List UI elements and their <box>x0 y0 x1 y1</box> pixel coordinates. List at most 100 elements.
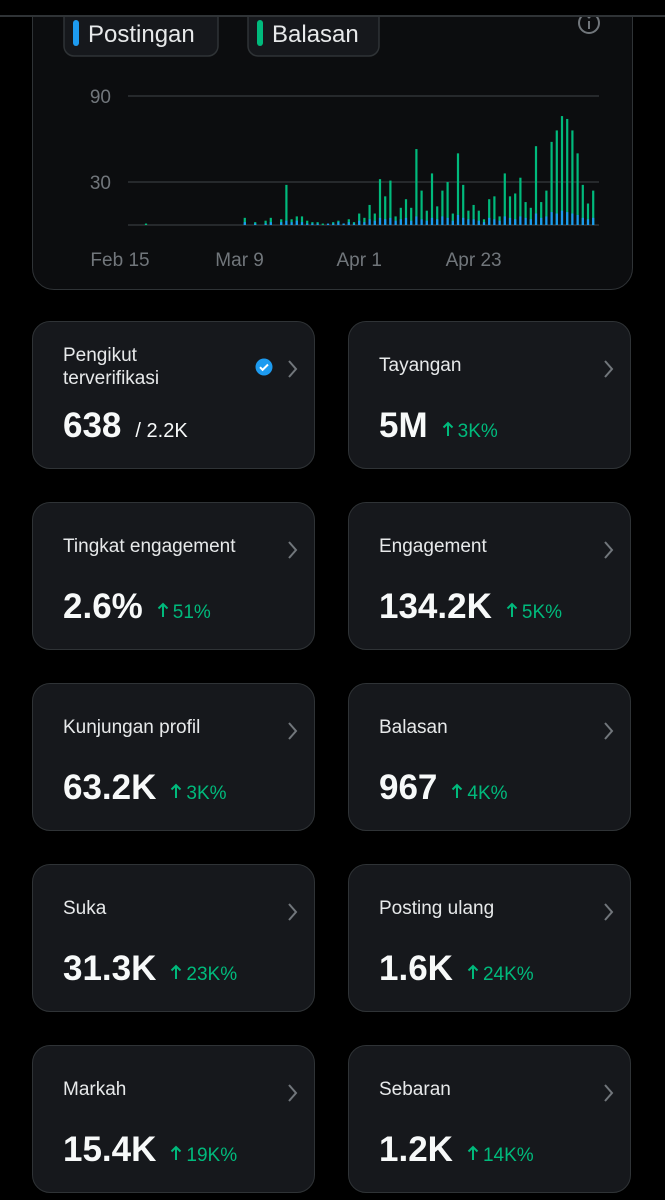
bar <box>144 223 148 225</box>
card-value: 134.2K 5K% <box>379 587 562 627</box>
bar <box>311 223 314 225</box>
stat-card[interactable]: Posting ulang 1.6K 24K% <box>348 864 631 1012</box>
bar <box>441 190 444 225</box>
bar <box>581 217 584 225</box>
legend-label: Balasan <box>272 21 359 48</box>
bar <box>280 222 283 225</box>
bar <box>436 206 439 225</box>
top-bar <box>0 0 665 17</box>
stat-card[interactable]: Pengikut terverifikasi 638 / 2.2K <box>32 321 315 469</box>
chevron <box>604 541 614 559</box>
bar <box>477 220 480 225</box>
bar <box>378 179 382 225</box>
chevron <box>288 903 298 921</box>
change-text: 23K% <box>186 964 238 985</box>
card-title: Engagement <box>379 536 487 557</box>
bar <box>415 216 418 225</box>
bar <box>503 173 506 225</box>
bar <box>592 217 595 225</box>
bar <box>534 213 538 225</box>
bar <box>347 222 350 225</box>
bar <box>352 223 356 225</box>
x-tick-label: Apr 23 <box>446 250 502 271</box>
bar <box>430 173 434 225</box>
stat-card[interactable]: Markah 15.4K 19K% <box>32 1045 315 1193</box>
stat-card[interactable]: Suka 31.3K 23K% <box>32 864 315 1012</box>
value-number: 1.2K <box>379 1130 453 1169</box>
value-change: 5K% <box>506 602 562 623</box>
value-number: 134.2K <box>379 587 492 626</box>
stat-card[interactable]: Balasan 967 4K% <box>348 683 631 831</box>
bar <box>550 212 553 225</box>
value-number: 2.6% <box>63 587 143 626</box>
bar <box>404 217 408 225</box>
up-arrow <box>171 1145 182 1160</box>
bar <box>540 202 543 225</box>
stat-card[interactable]: Kunjungan profil 63.2K 3K% <box>32 683 315 831</box>
bar <box>389 217 392 225</box>
bar <box>410 207 413 225</box>
y-tick-label: 30 <box>90 173 111 194</box>
card-value: 31.3K 23K% <box>63 949 237 989</box>
bar <box>358 220 361 225</box>
stat-card[interactable]: Tingkat engagement 2.6% 51% <box>32 502 315 650</box>
bar <box>373 220 376 225</box>
bar <box>410 220 413 225</box>
bar <box>358 213 361 225</box>
bar <box>560 210 564 225</box>
up-arrow <box>442 421 453 436</box>
value-number: 1.6K <box>379 949 453 988</box>
stat-card[interactable]: Sebaran 1.2K 14K% <box>348 1045 631 1193</box>
value-number: 31.3K <box>63 949 157 988</box>
bar <box>534 146 538 225</box>
bar <box>571 213 574 225</box>
value-number: 967 <box>379 768 438 807</box>
value-change: 19K% <box>170 1145 237 1166</box>
stat-card[interactable]: Tayangan 5M 3K% <box>348 321 631 469</box>
value-number: 5M <box>379 406 428 445</box>
bar <box>493 219 496 225</box>
card-value: 638 / 2.2K <box>63 406 188 446</box>
stat-card[interactable]: Engagement 134.2K 5K% <box>348 502 631 650</box>
bar <box>332 223 335 225</box>
bar <box>488 199 491 225</box>
value-number: 63.2K <box>63 768 157 807</box>
bar <box>586 219 590 225</box>
bar <box>389 180 392 225</box>
bar <box>555 130 558 225</box>
verified-badge <box>255 358 273 376</box>
bar <box>446 182 449 225</box>
bar <box>300 222 304 225</box>
bar <box>436 219 439 225</box>
chevron <box>288 541 298 559</box>
bar <box>566 118 569 225</box>
bar <box>295 220 298 225</box>
bar <box>404 199 408 225</box>
bar <box>285 220 288 225</box>
bar <box>321 223 324 225</box>
up-arrow <box>506 602 518 617</box>
bar <box>306 223 309 225</box>
change-text: 24K% <box>482 964 534 985</box>
bar <box>472 204 475 225</box>
bar <box>529 207 532 225</box>
card-title: Markah <box>63 1079 127 1100</box>
card-title: Suka <box>63 898 107 919</box>
x-tick-label: Mar 9 <box>215 250 264 271</box>
up-arrow <box>171 783 182 798</box>
chevron <box>604 903 614 921</box>
bar <box>576 153 579 225</box>
bar <box>290 222 293 225</box>
bar <box>420 190 423 225</box>
bar <box>441 216 444 225</box>
bar <box>503 216 506 225</box>
legend-swatch <box>73 20 79 46</box>
change-text: 3K% <box>186 783 227 804</box>
up-arrow <box>467 1145 479 1160</box>
bar <box>540 217 543 225</box>
bar <box>368 219 371 225</box>
card-title: Tingkat engagement <box>63 536 236 557</box>
bar <box>566 212 569 225</box>
bar <box>415 149 418 225</box>
